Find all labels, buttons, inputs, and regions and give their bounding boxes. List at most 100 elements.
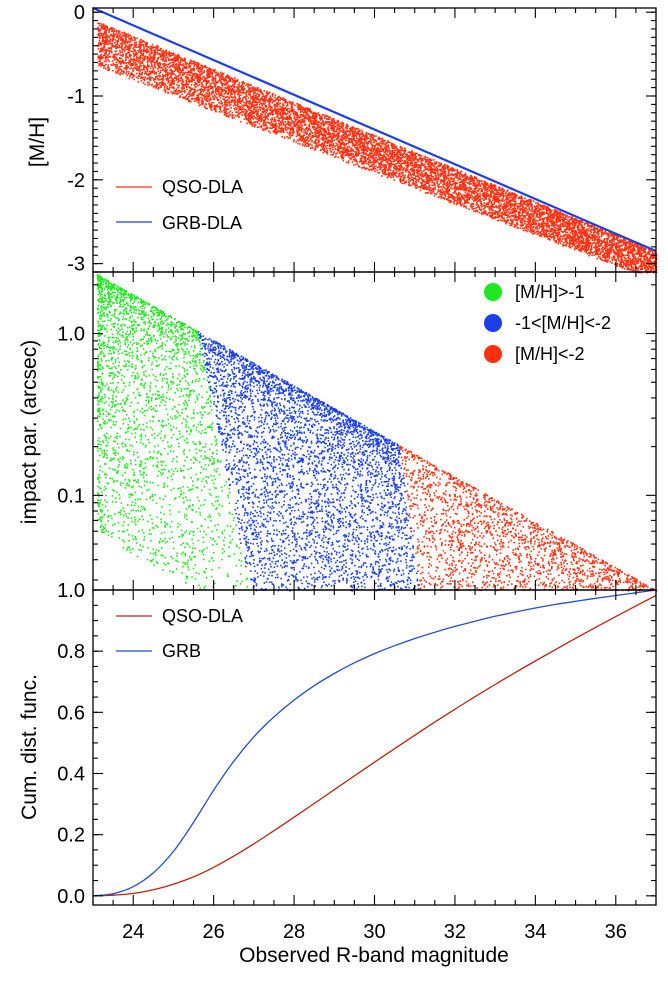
qso-dla-point	[226, 104, 229, 107]
qso-dla-point	[224, 77, 226, 79]
qso-dla-point	[569, 235, 571, 238]
qso-dla-point	[398, 149, 401, 152]
qso-dla-point	[495, 197, 498, 199]
qso-dla-point	[546, 206, 549, 208]
qso-dla-point	[427, 162, 429, 164]
qso-dla-point	[290, 105, 293, 108]
qso-dla-point	[357, 128, 359, 130]
qso-dla-point	[318, 136, 320, 139]
qso-dla-point	[322, 146, 324, 149]
qso-dla-point	[513, 219, 515, 221]
qso-dla-point	[374, 153, 376, 156]
qso-dla-point	[186, 85, 188, 88]
qso-dla-point	[125, 53, 127, 55]
qso-dla-point	[569, 246, 571, 248]
qso-dla-point	[565, 226, 568, 228]
qso-dla-point	[102, 33, 105, 35]
qso-dla-point	[212, 101, 215, 104]
qso-dla-point	[225, 87, 228, 90]
qso-dla-point	[384, 168, 386, 170]
qso-dla-point	[399, 149, 402, 151]
qso-dla-point	[437, 189, 440, 191]
qso-dla-point	[629, 261, 632, 263]
qso-dla-point	[167, 59, 170, 62]
qso-dla-point	[322, 136, 324, 139]
qso-dla-point	[174, 68, 176, 70]
qso-dla-point	[476, 181, 478, 184]
qso-dla-point	[376, 153, 379, 156]
qso-dla-point	[507, 211, 510, 213]
qso-dla-point	[314, 147, 317, 150]
qso-dla-point	[244, 104, 246, 106]
qso-dla-point	[453, 201, 455, 203]
qso-dla-point	[413, 158, 416, 160]
qso-dla-point	[329, 139, 332, 142]
qso-dla-point	[278, 108, 280, 110]
qso-dla-point	[180, 64, 182, 66]
qso-dla-point	[392, 163, 395, 166]
qso-dla-point	[190, 60, 193, 63]
qso-dla-point	[223, 103, 226, 106]
qso-dla-point	[376, 166, 379, 169]
qso-dla-point	[185, 76, 188, 78]
qso-dla-point	[609, 261, 611, 263]
qso-dla-point	[381, 145, 383, 148]
qso-dla-point	[473, 177, 475, 180]
qso-dla-point	[331, 118, 333, 120]
qso-dla-point	[323, 142, 326, 144]
qso-dla-point	[99, 37, 101, 40]
qso-dla-point	[254, 124, 257, 126]
qso-dla-point	[310, 111, 312, 114]
qso-dla-point	[538, 216, 541, 219]
qso-dla-point	[568, 225, 570, 227]
qso-dla-point	[481, 182, 483, 185]
qso-dla-point	[128, 63, 130, 65]
qso-dla-point	[593, 225, 596, 228]
qso-dla-point	[593, 237, 596, 240]
qso-dla-point	[256, 92, 259, 95]
qso-dla-point	[207, 93, 209, 96]
qso-dla-point	[528, 198, 530, 201]
qso-dla-point	[627, 258, 630, 260]
qso-dla-point	[102, 25, 104, 27]
qso-dla-point	[114, 42, 116, 44]
qso-dla-point	[470, 183, 472, 185]
qso-dla-point	[256, 120, 259, 123]
qso-dla-point	[420, 187, 422, 189]
qso-dla-point	[224, 92, 227, 95]
qso-dla-point	[461, 180, 464, 183]
qso-dla-point	[265, 97, 268, 99]
qso-dla-point	[510, 221, 513, 223]
qso-dla-point	[217, 99, 219, 101]
qso-dla-point	[203, 70, 206, 72]
qso-dla-point	[347, 137, 350, 139]
qso-dla-point	[419, 155, 421, 157]
qso-dla-point	[625, 258, 628, 260]
qso-dla-point	[603, 253, 606, 255]
qso-dla-point	[417, 154, 420, 156]
qso-dla-point	[125, 72, 127, 75]
qso-dla-point	[455, 199, 457, 202]
qso-dla-point	[162, 82, 165, 84]
qso-dla-point	[354, 130, 357, 133]
qso-dla-point	[599, 243, 602, 245]
qso-dla-point	[464, 189, 466, 191]
qso-dla-point	[593, 239, 596, 242]
qso-dla-point	[621, 267, 623, 269]
qso-dla-point	[263, 125, 265, 127]
qso-dla-point	[256, 116, 259, 118]
qso-dla-point	[614, 238, 616, 241]
qso-dla-point	[264, 97, 266, 100]
qso-dla-point	[591, 239, 594, 242]
qso-dla-point	[147, 84, 149, 86]
qso-dla-point	[543, 228, 545, 231]
qso-dla-point	[402, 167, 405, 170]
qso-dla-point	[233, 93, 236, 96]
qso-dla-point	[445, 192, 447, 194]
qso-dla-point	[118, 46, 121, 49]
qso-dla-point	[353, 132, 355, 135]
qso-dla-point	[304, 139, 307, 141]
qso-dla-point	[589, 233, 591, 235]
qso-dla-point	[333, 127, 335, 129]
qso-dla-point	[430, 167, 433, 169]
